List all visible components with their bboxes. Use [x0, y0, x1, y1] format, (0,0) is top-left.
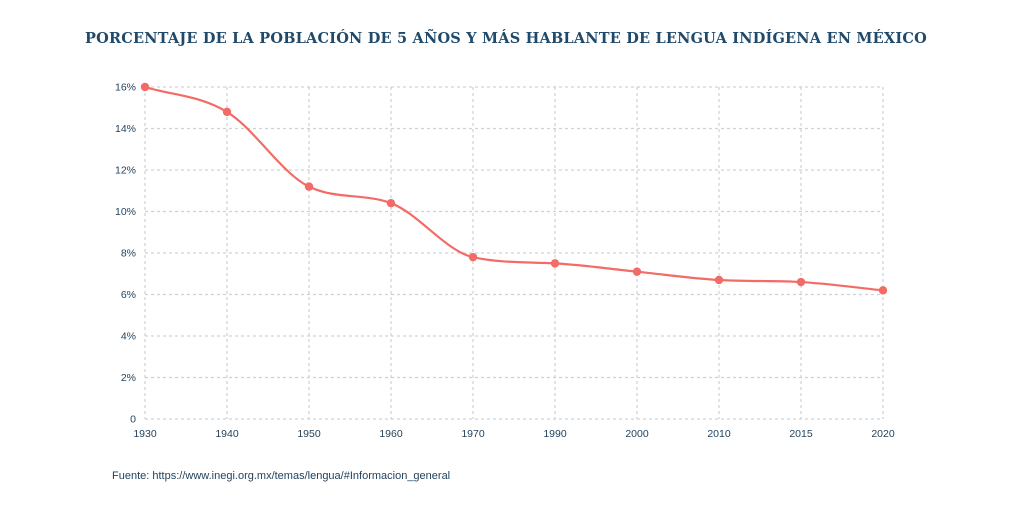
y-tick-label: 4% — [121, 331, 136, 343]
x-tick-label: 2010 — [707, 428, 731, 440]
data-point — [796, 277, 806, 287]
y-tick-label: 10% — [115, 206, 136, 218]
x-tick-label: 1970 — [461, 428, 485, 440]
grid-lines — [144, 86, 884, 420]
y-tick-label: 6% — [121, 289, 136, 301]
x-tick-label: 1960 — [379, 428, 403, 440]
data-point — [222, 107, 232, 117]
data-point — [550, 259, 560, 268]
x-axis-ticks: 1930 1940 1950 1960 1970 1990 2000 2010 2015 2020 — [133, 428, 895, 440]
x-tick-label: 2015 — [789, 428, 813, 440]
x-tick-label: 1940 — [215, 428, 239, 440]
y-tick-label: 16% — [115, 82, 136, 94]
data-point — [714, 275, 724, 285]
x-tick-label: 1930 — [133, 428, 157, 440]
data-point — [304, 182, 314, 191]
data-point — [632, 267, 642, 276]
series-group — [140, 82, 888, 295]
y-axis-ticks: 0 2% 4% 6% 8% 10% 12% 14% 16% — [115, 82, 136, 426]
x-tick-label: 2020 — [871, 428, 895, 440]
y-tick-label: 12% — [115, 165, 136, 177]
x-tick-label: 1990 — [543, 428, 567, 440]
y-tick-label: 2% — [121, 372, 136, 384]
y-tick-label: 8% — [121, 248, 136, 260]
data-point — [878, 286, 888, 295]
chart-title: PORCENTAJE DE LA POBLACIÓN DE 5 AÑOS Y M… — [85, 30, 927, 47]
x-tick-label: 2000 — [625, 428, 649, 440]
x-tick-label: 1950 — [297, 428, 321, 440]
data-point — [140, 82, 150, 92]
y-tick-label: 0 — [130, 414, 136, 426]
data-point — [468, 252, 478, 262]
y-tick-label: 14% — [115, 123, 136, 135]
series-line — [144, 85, 884, 292]
data-point — [386, 199, 396, 208]
source-note: Fuente: https://www.inegi.org.mx/temas/l… — [112, 470, 451, 482]
